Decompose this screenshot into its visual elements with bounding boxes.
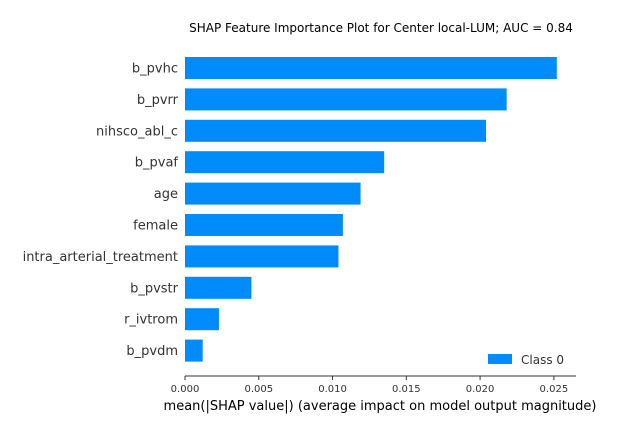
category-label-b_pvrr: b_pvrr — [137, 93, 179, 108]
bar-b_pvrr — [185, 88, 507, 111]
category-label-b_pvaf: b_pvaf — [135, 156, 179, 171]
bar-r_ivtrom — [185, 308, 219, 331]
category-label-b_pvdm: b_pvdm — [126, 344, 178, 359]
bar-age — [185, 182, 361, 205]
bar-b_pvstr — [185, 276, 252, 299]
bar-b_pvaf — [185, 151, 385, 174]
category-label-nihsco_abl_c: nihsco_abl_c — [96, 124, 178, 139]
x-tick-label: 0.015 — [392, 384, 421, 395]
x-tick-label: 0.005 — [244, 384, 273, 395]
x-tick-label: 0.025 — [540, 384, 569, 395]
category-label-b_pvstr: b_pvstr — [130, 281, 179, 296]
category-label-b_pvhc: b_pvhc — [132, 62, 178, 77]
legend-swatch — [488, 354, 512, 364]
bars-layer — [185, 57, 557, 362]
bar-b_pvhc — [185, 57, 557, 79]
bar-nihsco_abl_c — [185, 119, 486, 142]
chart-title: SHAP Feature Importance Plot for Center … — [189, 21, 573, 35]
x-tick-label: 0.000 — [171, 384, 200, 395]
x-axis-ticks: 0.000 0.005 0.010 0.015 0.020 0.025 — [171, 376, 569, 395]
x-axis-label: mean(|SHAP value|) (average impact on mo… — [164, 399, 597, 414]
bar-female — [185, 214, 343, 236]
category-label-age: age — [154, 187, 178, 202]
legend-label: Class 0 — [521, 353, 564, 367]
category-label-intra_arterial_treatment: intra_arterial_treatment — [23, 250, 178, 265]
bar-b_pvdm — [185, 339, 203, 362]
x-tick-label: 0.010 — [318, 384, 347, 395]
category-label-female: female — [133, 219, 178, 234]
x-tick-label: 0.020 — [466, 384, 495, 395]
legend: Class 0 — [488, 353, 564, 367]
bar-intra_arterial_treatment — [185, 245, 339, 268]
category-label-r_ivtrom: r_ivtrom — [124, 313, 178, 328]
